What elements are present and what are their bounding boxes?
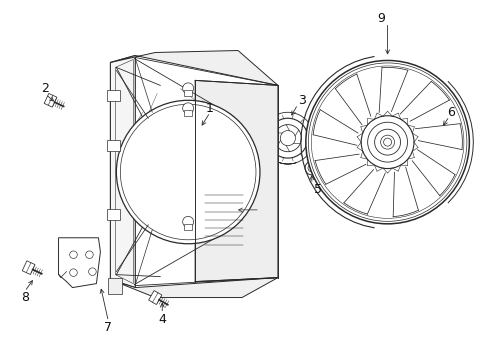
Circle shape <box>268 118 308 158</box>
Circle shape <box>446 122 452 128</box>
Circle shape <box>70 251 77 258</box>
Circle shape <box>361 116 414 168</box>
Circle shape <box>306 60 469 224</box>
Circle shape <box>116 100 260 244</box>
Circle shape <box>121 104 256 240</box>
Text: 1: 1 <box>206 102 214 115</box>
Circle shape <box>280 131 295 146</box>
Circle shape <box>368 122 408 162</box>
FancyBboxPatch shape <box>107 140 121 150</box>
Circle shape <box>183 103 194 114</box>
Circle shape <box>183 216 194 227</box>
Circle shape <box>384 138 392 146</box>
Polygon shape <box>148 291 162 305</box>
Circle shape <box>183 83 194 94</box>
Circle shape <box>308 63 467 221</box>
Text: 8: 8 <box>21 291 28 304</box>
Circle shape <box>274 125 301 152</box>
FancyBboxPatch shape <box>107 210 121 220</box>
Text: 6: 6 <box>447 106 455 119</box>
Polygon shape <box>195 80 278 282</box>
FancyBboxPatch shape <box>184 110 192 116</box>
Polygon shape <box>22 261 35 275</box>
Circle shape <box>308 164 316 172</box>
Text: 4: 4 <box>158 313 166 326</box>
Polygon shape <box>108 278 122 293</box>
FancyBboxPatch shape <box>184 90 192 96</box>
Circle shape <box>441 117 458 134</box>
Circle shape <box>381 135 394 149</box>
Circle shape <box>444 120 455 130</box>
Polygon shape <box>44 94 57 107</box>
Circle shape <box>305 161 318 175</box>
Text: 5: 5 <box>314 184 322 197</box>
Text: 9: 9 <box>378 12 386 25</box>
Circle shape <box>70 269 77 276</box>
FancyBboxPatch shape <box>107 90 121 101</box>
Polygon shape <box>115 59 133 284</box>
Circle shape <box>89 268 96 275</box>
Circle shape <box>86 251 93 258</box>
Polygon shape <box>58 238 100 288</box>
Polygon shape <box>110 50 278 85</box>
Polygon shape <box>110 55 135 288</box>
Text: 7: 7 <box>104 321 112 334</box>
Circle shape <box>311 66 464 219</box>
FancyBboxPatch shape <box>184 224 192 230</box>
Text: 2: 2 <box>41 82 49 95</box>
Text: 3: 3 <box>298 94 306 107</box>
Circle shape <box>375 129 400 155</box>
Polygon shape <box>110 278 278 298</box>
